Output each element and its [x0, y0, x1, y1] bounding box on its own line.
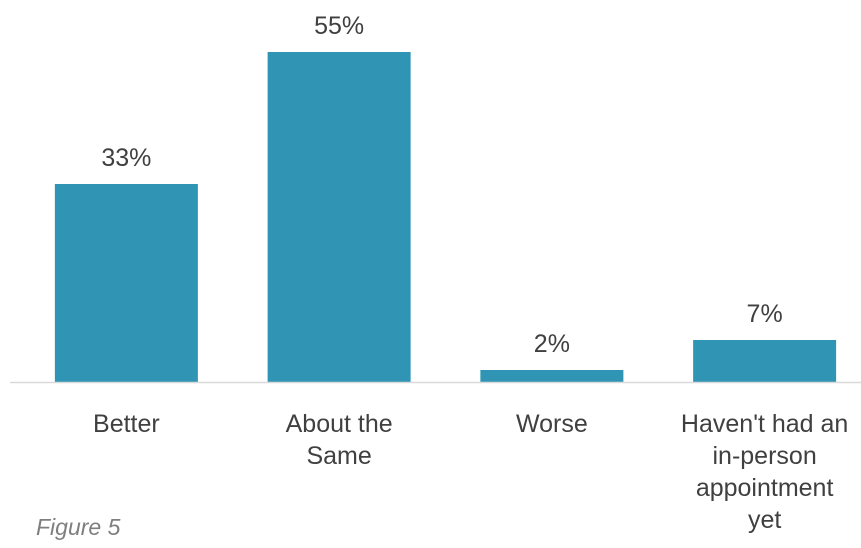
- category-label-line: yet: [748, 506, 781, 534]
- bar-0: [54, 184, 198, 382]
- category-label-0: Better: [93, 410, 160, 438]
- data-label-1: 55%: [314, 12, 364, 40]
- category-label-line: in-person: [713, 442, 817, 470]
- bar-3: [693, 340, 837, 382]
- bars-group: [54, 52, 837, 382]
- data-label-0: 33%: [101, 144, 151, 172]
- category-label-line: Worse: [516, 410, 588, 438]
- category-label-3: Haven't had an in-person appointment yet: [681, 410, 848, 534]
- category-label-line: appointment: [696, 474, 834, 502]
- bar-1: [267, 52, 411, 382]
- data-label-2: 2%: [534, 330, 570, 358]
- bar-2: [480, 370, 624, 382]
- category-label-line: Haven't had an: [681, 410, 848, 438]
- category-label-line: Better: [93, 410, 160, 438]
- data-label-3: 7%: [747, 300, 783, 328]
- data-labels-group: 33% 55% 2% 7%: [101, 12, 782, 358]
- category-label-1: About the Same: [286, 410, 393, 470]
- category-labels-group: Better About the Same Worse Haven't had an in…: [93, 410, 848, 534]
- category-label-line: About the: [286, 410, 393, 438]
- category-label-line: Same: [306, 442, 371, 470]
- category-label-2: Worse: [516, 410, 588, 438]
- figure-caption: Figure 5: [36, 514, 121, 540]
